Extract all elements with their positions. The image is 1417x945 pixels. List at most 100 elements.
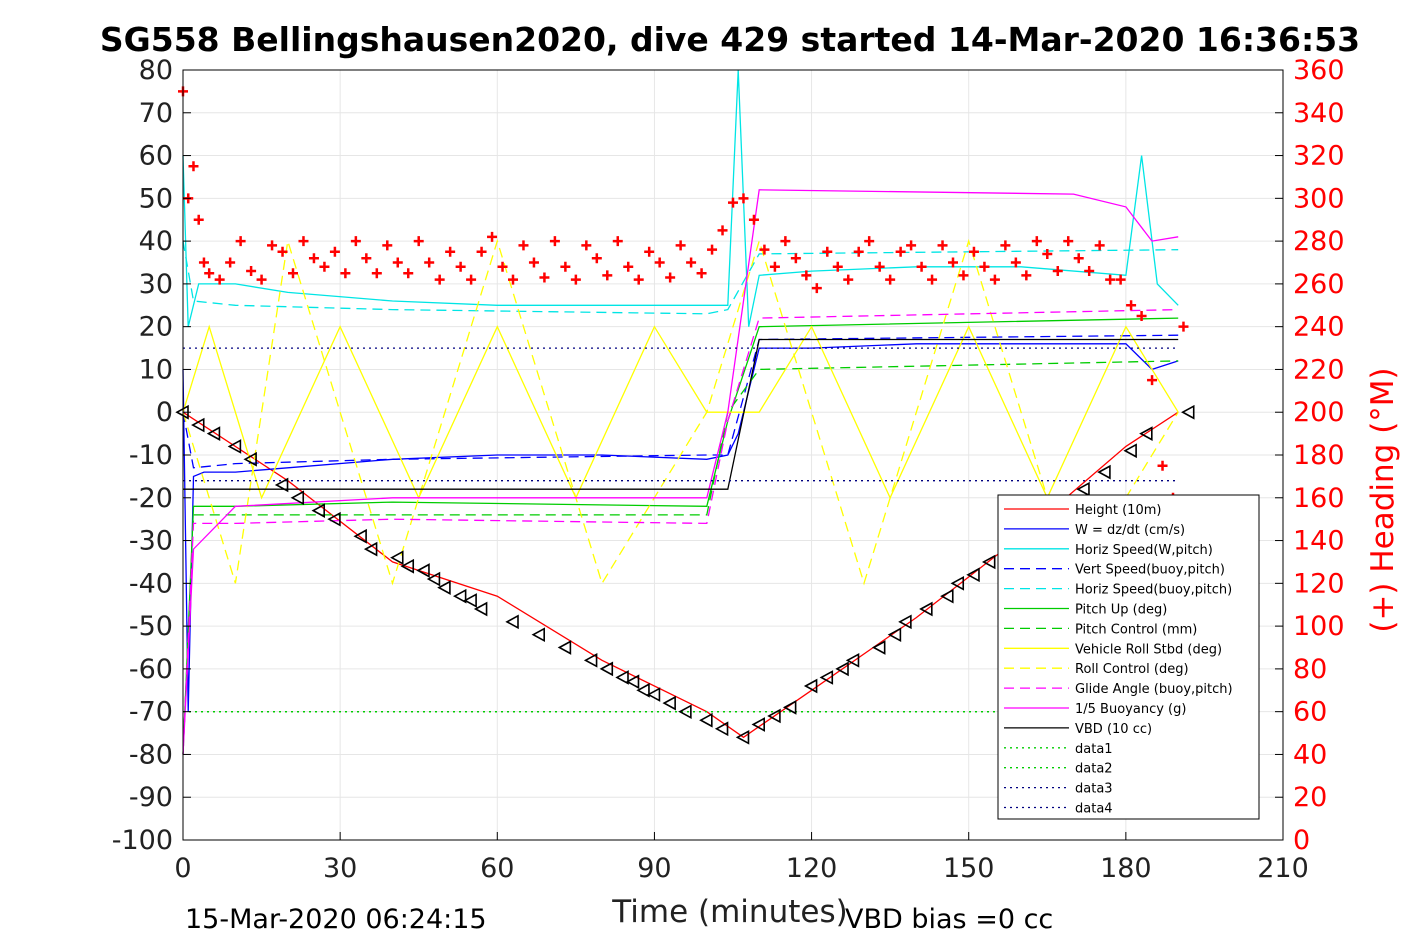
left-tick-label: -40: [129, 568, 173, 599]
heading-marker: [759, 244, 770, 255]
heading-marker: [340, 268, 351, 279]
depth-marker: [887, 627, 902, 643]
heading-marker: [769, 261, 780, 272]
heading-marker: [277, 246, 288, 257]
heading-marker: [371, 268, 382, 279]
depth-marker: [426, 571, 441, 587]
heading-marker: [612, 236, 623, 247]
depth-marker: [227, 439, 242, 454]
heading-marker: [528, 257, 539, 268]
heading-marker: [623, 261, 634, 272]
heading-marker: [288, 268, 298, 279]
series-line-6: [182, 360, 1179, 755]
legend-label: Horiz Speed(W,pitch): [1075, 543, 1213, 558]
heading-marker: [916, 261, 927, 272]
heading-marker: [686, 257, 697, 268]
legend: Height (10m) W = dz/dt (cm/s) Horiz Speed(…: [997, 494, 1260, 820]
footer-timestamp: 15-Mar-2020 06:24:15: [185, 904, 487, 935]
depth-marker: [767, 708, 781, 724]
heading-marker: [1126, 300, 1137, 311]
depth-marker: [898, 614, 912, 630]
depth-marker: [751, 717, 765, 732]
left-tick-label: -80: [129, 739, 173, 770]
heading-marker: [445, 246, 456, 257]
depth-marker: [940, 588, 954, 604]
heading-marker: [885, 274, 896, 285]
heading-marker: [989, 274, 1000, 285]
heading-marker: [193, 214, 204, 225]
legend-label: Roll Control (deg): [1075, 662, 1189, 677]
legend-label: W = dz/dt (cm/s): [1075, 523, 1185, 538]
heading-marker: [329, 246, 340, 257]
depth-marker: [615, 670, 629, 685]
heading-marker: [895, 246, 906, 257]
heading-marker: [560, 261, 571, 272]
depth-marker: [1181, 404, 1195, 420]
left-tick-label: 80: [139, 55, 173, 86]
heading-marker: [319, 261, 330, 272]
footer-vbd-bias: VBD bias =0 cc: [845, 904, 1053, 935]
right-tick-label: 20: [1293, 782, 1327, 813]
depth-markers: [175, 404, 1195, 745]
heading-marker: [927, 274, 938, 285]
heading-marker: [843, 274, 854, 285]
heading-marker: [267, 240, 278, 251]
right-axis: 3603403203002802602402202001801601401201…: [1275, 55, 1345, 856]
legend-label: Pitch Up (deg): [1075, 603, 1167, 618]
heading-marker: [570, 274, 581, 285]
legend-label: Vehicle Roll Stbd (deg): [1075, 642, 1222, 657]
left-axis: 80 70 60 50 40 30 20 10 0 -10 -20 -30 -40 -50 -60 -70 -8…: [112, 55, 191, 856]
heading-marker: [382, 240, 393, 251]
depth-marker: [1139, 426, 1153, 441]
heading-marker: [874, 261, 885, 272]
right-tick-label: 240: [1293, 312, 1345, 343]
series-line-10: [182, 189, 1179, 755]
right-tick-label: 320: [1293, 141, 1345, 172]
heading-marker: [549, 236, 560, 247]
left-tick-label: 10: [139, 354, 173, 385]
depth-marker: [678, 704, 692, 720]
heading-marker: [780, 236, 791, 247]
depth-marker: [390, 550, 404, 566]
depth-marker: [452, 588, 467, 604]
left-tick-label: -10: [129, 440, 173, 471]
heading-marker: [298, 236, 309, 247]
depth-marker: [505, 614, 519, 630]
heading-marker: [853, 246, 864, 257]
right-tick-label: 140: [1293, 526, 1345, 557]
legend-label: data2: [1075, 762, 1113, 777]
depth-marker: [662, 695, 676, 711]
series-line-5: [182, 317, 1179, 755]
legend-label: Vert Speed(buoy,pitch): [1075, 563, 1225, 578]
x-tick-label: 150: [943, 853, 995, 884]
depth-marker: [782, 700, 797, 715]
depth-marker: [835, 661, 849, 677]
right-tick-label: 300: [1293, 183, 1345, 214]
heading-marker: [1073, 253, 1084, 264]
right-tick-label: 340: [1293, 98, 1345, 129]
x-tick-label: 30: [323, 853, 357, 884]
heading-marker: [1094, 240, 1105, 251]
depth-marker: [531, 627, 545, 643]
heading-marker: [487, 231, 498, 242]
heading-marker: [801, 270, 812, 281]
left-tick-label: 50: [139, 183, 173, 214]
heading-marker: [811, 283, 822, 294]
heading-marker: [728, 197, 738, 208]
x-axis-label: Time (minutes): [611, 894, 847, 930]
depth-marker: [966, 567, 980, 583]
depth-marker: [557, 640, 572, 655]
heading-marker: [1105, 274, 1116, 285]
left-tick-label: -90: [129, 782, 173, 813]
chart-title: SG558 Bellingshausen2020, dive 429 start…: [100, 20, 1360, 59]
heading-marker: [948, 257, 958, 268]
depth-marker: [714, 721, 729, 737]
left-tick-label: 20: [139, 312, 173, 343]
heading-marker: [748, 214, 759, 225]
heading-markers: [178, 86, 1189, 503]
heading-marker: [1031, 236, 1042, 247]
depth-marker: [290, 490, 305, 506]
x-tick-label: 60: [480, 853, 514, 884]
heading-marker: [738, 193, 749, 204]
left-tick-label: 60: [139, 141, 173, 172]
